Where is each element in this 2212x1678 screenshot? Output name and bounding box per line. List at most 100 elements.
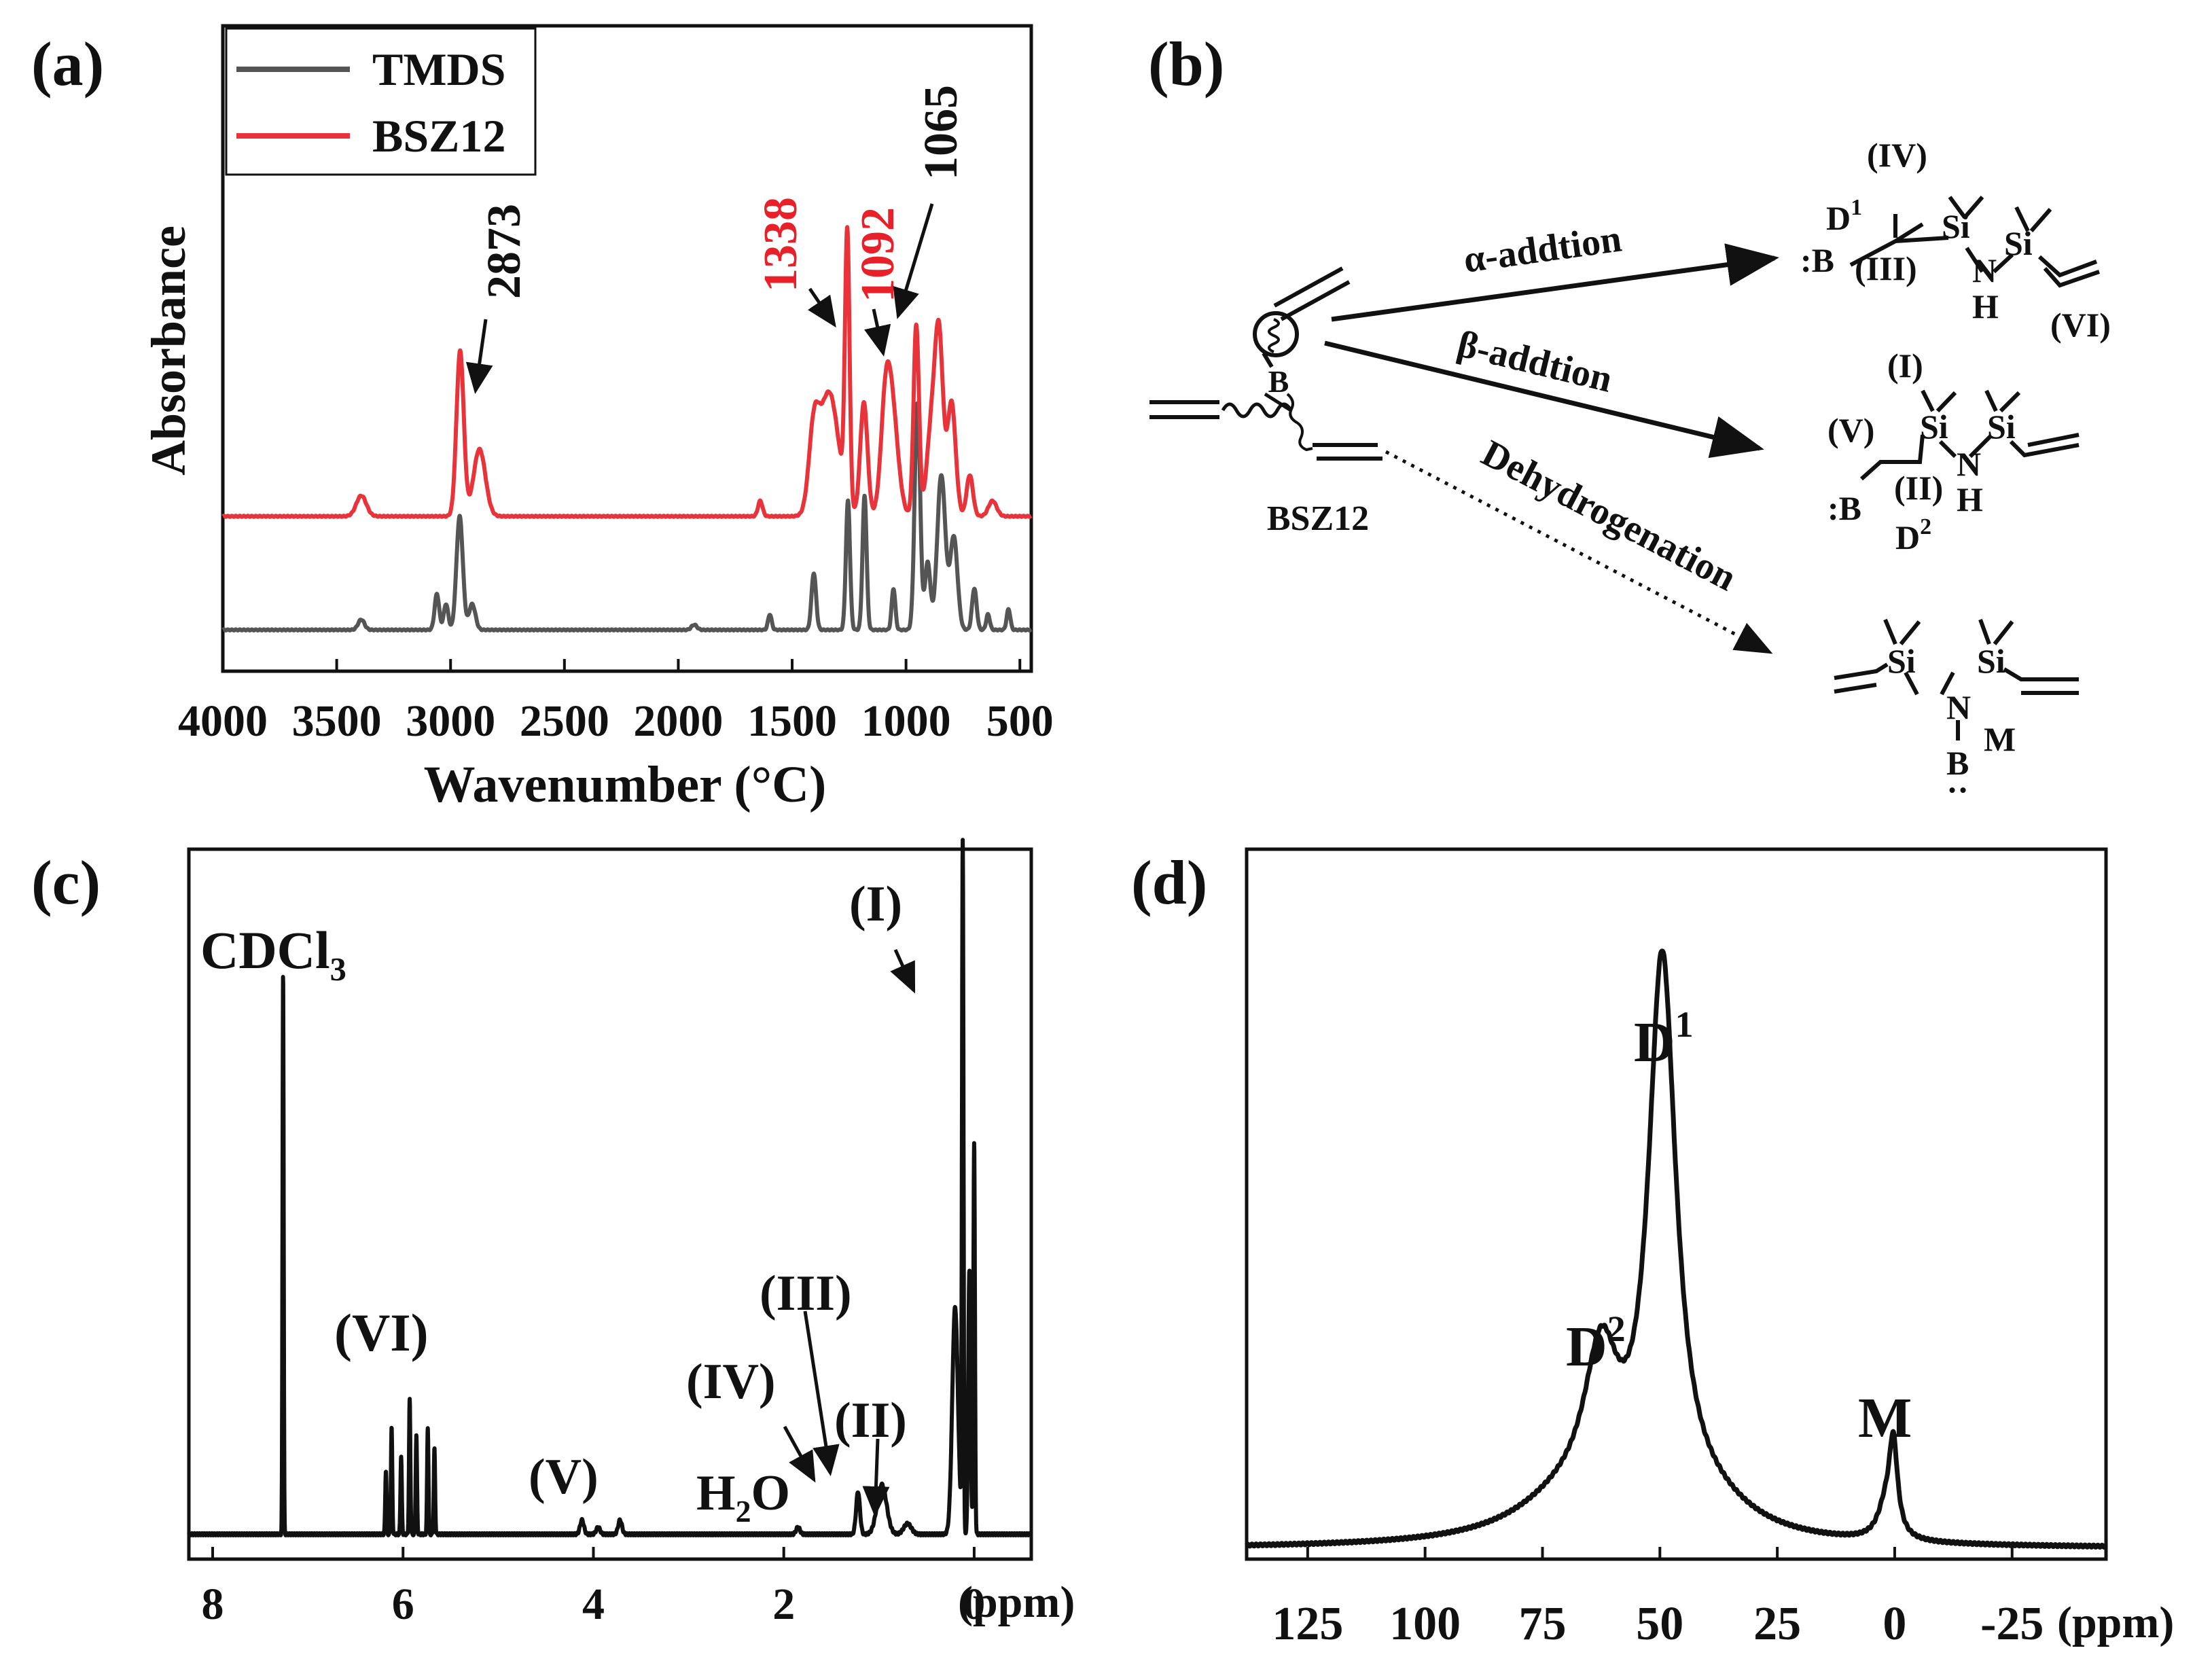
m-label: M [1984, 720, 2016, 758]
peak-label-6: (II) [834, 1393, 907, 1448]
h-alpha: H [1972, 287, 1999, 325]
panel-d-label: (d) [1131, 848, 1207, 917]
panel-c-xlabel: (ppm) [958, 1577, 1075, 1627]
alpha-arrow [1331, 243, 1779, 322]
alpha-label: α-addtion [1461, 217, 1624, 281]
x-tick-label: 75 [1518, 1598, 1566, 1650]
x-tick-label: 50 [1636, 1598, 1683, 1650]
panel-c-arrows [783, 948, 916, 1517]
boron-dehydro: B [1946, 744, 1969, 782]
arrow-I [890, 948, 916, 994]
peak-label-m: M [1858, 1387, 1912, 1450]
x-tick-label: 100 [1389, 1598, 1461, 1650]
tag-I: (I) [1887, 346, 1923, 385]
panel-a-frame [221, 24, 1033, 673]
d2-label: D2 [1895, 514, 1931, 556]
annotation-arrow-1092 [864, 308, 891, 357]
tag-V: (V) [1827, 411, 1874, 449]
x-tick-label: 125 [1272, 1598, 1343, 1650]
panel-d: (d) 125 100 75 50 25 0 -25 D1 D2 M (ppm) [1131, 847, 2174, 1650]
series-line-11b-nmr [1244, 948, 2109, 1550]
x-tick-label: 3000 [406, 696, 495, 746]
arrow-IV [783, 1425, 816, 1483]
n-dehydro: N [1946, 688, 1971, 726]
legend-label-bsz12: BSZ12 [372, 110, 506, 162]
h-beta: H [1957, 480, 1983, 518]
panel-c-series [187, 838, 1033, 1537]
si-beta-2: Si [1987, 408, 2016, 446]
peak-label-0: CDCl3 [200, 921, 346, 988]
bsz12-structure [1149, 266, 1382, 461]
boron-beta: :B [1827, 489, 1861, 527]
x-tick-label: 4000 [178, 696, 268, 746]
x-tick-label: 25 [1753, 1598, 1801, 1650]
series-line-1h-nmr [187, 838, 1033, 1537]
beta-label: β-addtion [1453, 323, 1616, 401]
annotation-1065: 1065 [915, 85, 967, 180]
annotation-arrow-1338 [807, 287, 836, 328]
legend-label-tmds: TMDS [372, 43, 505, 95]
panel-a: (a) 4000 3500 3000 2500 2000 1500 1000 500 2873… [31, 24, 1054, 813]
panel-d-x-ticks: 125 100 75 50 25 0 -25 [1272, 1547, 2044, 1650]
panel-d-xlabel: (ppm) [2057, 1598, 2174, 1647]
legend-box [225, 27, 537, 176]
bsz12-caption: BSZ12 [1267, 499, 1369, 538]
arrow-II [862, 1438, 890, 1517]
peak-label-1: (VI) [334, 1303, 429, 1362]
si-beta-1: Si [1920, 408, 1948, 446]
x-tick-label: 2000 [633, 696, 723, 746]
si-dehydro-1: Si [1887, 642, 1916, 680]
annotation-2873: 2873 [478, 204, 531, 299]
panel-a-xlabel: Wavenumber (°C) [424, 756, 827, 813]
x-tick-label: 3500 [292, 696, 382, 746]
tag-IV: (IV) [1867, 136, 1927, 174]
x-tick-label: 2500 [520, 696, 609, 746]
x-tick-label: -25 [1980, 1598, 2044, 1650]
product-beta: (I) (V) Si Si N (II) H :B D2 [1827, 346, 2080, 556]
beta-arrow [1324, 340, 1764, 459]
annotation-1338: 1338 [755, 197, 807, 292]
panel-b: (b) B BSZ12 α-addtion β-addtion Dehydrog… [1148, 29, 2111, 796]
panel-c-x-ticks: 8 6 4 2 0 [202, 1547, 985, 1629]
tag-VI: (VI) [2050, 306, 2111, 344]
panel-c-frame [187, 847, 1033, 1561]
series-line-tmds [221, 401, 1033, 632]
product-alpha: (IV) D1 :B (III) Si N H Si (VI) [1800, 136, 2111, 344]
x-tick-label: 8 [202, 1579, 224, 1629]
peak-label-d1: D1 [1634, 1004, 1694, 1074]
peak-label-7: (I) [849, 876, 902, 932]
x-tick-label: 4 [582, 1579, 605, 1629]
annotation-1092: 1092 [852, 207, 904, 302]
bsz12-boron: B [1268, 364, 1289, 399]
dehydro-label: Dehydrogenation [1475, 432, 1743, 599]
panel-a-label: (a) [31, 29, 104, 99]
boron-lone-pair: : [1942, 785, 1980, 796]
peak-label-d2: D2 [1566, 1308, 1626, 1378]
peak-label-2: (V) [529, 1449, 599, 1505]
x-tick-label: 0 [963, 1579, 985, 1629]
panel-d-frame [1245, 847, 2108, 1561]
panel-d-labels: D1 D2 M [1566, 1004, 1912, 1450]
panel-b-label: (b) [1148, 29, 1224, 99]
n-alpha: N [1972, 251, 1997, 289]
si-alpha-1: Si [1942, 207, 1970, 245]
x-tick-label: 500 [986, 696, 1054, 746]
d1-label: D1 [1826, 195, 1862, 237]
panel-a-ylabel: Absorbance [141, 226, 196, 476]
x-tick-label: 2 [772, 1579, 795, 1629]
x-tick-label: 1500 [747, 696, 837, 746]
x-tick-label: 0 [1883, 1598, 1906, 1650]
si-alpha-2: Si [2004, 224, 2033, 262]
highlight-circle [1253, 311, 1299, 357]
x-tick-label: 6 [392, 1579, 414, 1629]
boron-alpha: :B [1800, 241, 1834, 279]
panel-a-legend: TMDS BSZ12 [225, 27, 537, 176]
peak-label-3: H2O [696, 1465, 790, 1529]
panel-a-x-ticks: 4000 3500 3000 2500 2000 1500 1000 500 [178, 659, 1054, 746]
tag-III: (III) [1855, 249, 1917, 287]
product-dehydro: Si Si N M B : [1834, 618, 2079, 796]
panel-c-label: (c) [31, 848, 101, 917]
arrow-III [803, 1310, 840, 1476]
